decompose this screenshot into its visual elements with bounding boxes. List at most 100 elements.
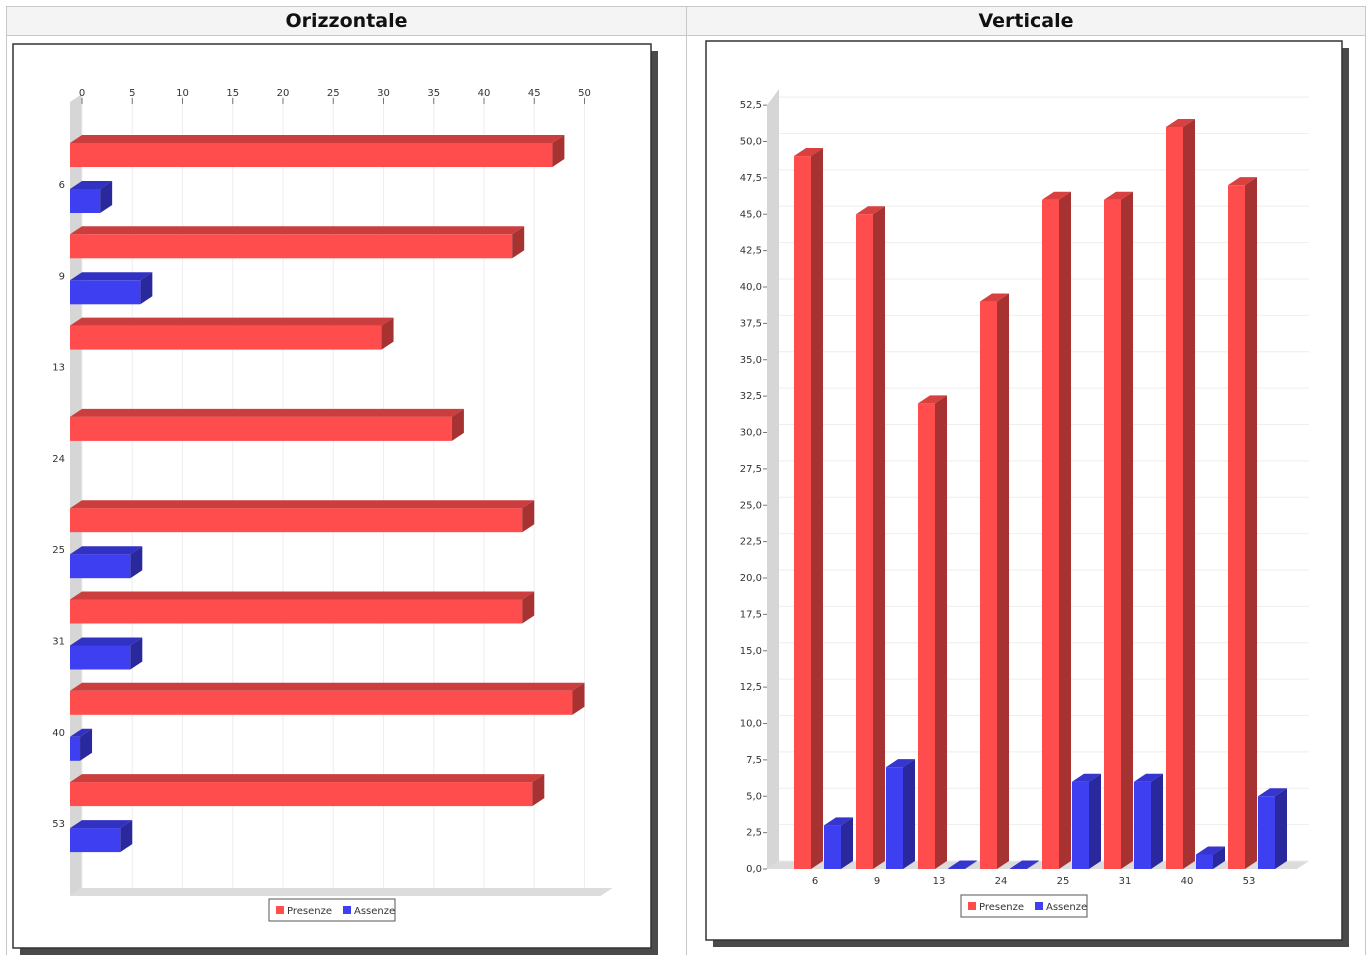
- y-tick-label: 30,0: [740, 428, 762, 439]
- assenze-bar-6: [824, 825, 841, 869]
- presenze-bar-9-side: [873, 206, 885, 869]
- presenze-bar-40-top: [70, 682, 585, 691]
- assenze-bar-9: [70, 280, 141, 305]
- legend-label-presenze: Presenze: [979, 902, 1024, 913]
- assenze-bar-53-top: [70, 820, 133, 829]
- assenze-bar-24-top: [1010, 860, 1039, 869]
- assenze-bar-9-side: [140, 272, 153, 305]
- x-tick-label: 10: [176, 88, 189, 99]
- y-tick-label: 45,0: [740, 209, 762, 220]
- presenze-bar-9-side: [512, 226, 525, 259]
- assenze-bar-53-side: [1275, 788, 1287, 869]
- axis-wall: [767, 89, 779, 869]
- presenze-bar-40: [70, 690, 573, 715]
- x-tick-label: 20: [277, 88, 290, 99]
- y-tick-label: 20,0: [740, 573, 762, 584]
- assenze-bar-6-side: [841, 817, 853, 869]
- assenze-bar-25: [70, 554, 131, 579]
- assenze-bar-31-top: [1134, 773, 1163, 782]
- presenze-bar-24-top: [70, 408, 464, 417]
- presenze-bar-31: [1104, 199, 1121, 869]
- y-tick-label: 37,5: [740, 318, 762, 329]
- vertical-bar-chart: 0,0 2,5 5,0 7,5 10,0 12,5 15,0 17,5 20,0 22,5 25,0…: [705, 40, 1349, 947]
- presenze-bar-53: [1228, 185, 1245, 869]
- category-label: 25: [1057, 876, 1070, 887]
- presenze-bar-40-top: [1166, 118, 1195, 127]
- y-tick-label: 52,5: [740, 100, 762, 111]
- cell-orizzontale: 0 5 10 15 20 25 30 35 40 45 50 6 9 13 24 25 31 40 53 Presen…: [6, 36, 687, 955]
- x-tick-label: 30: [377, 88, 390, 99]
- presenze-bar-6-side: [552, 135, 565, 167]
- assenze-bar-25-side: [130, 546, 143, 579]
- legend-label-assenze: Assenze: [354, 906, 395, 917]
- assenze-bar-9: [886, 767, 903, 869]
- assenze-bar-9-top: [70, 272, 153, 281]
- y-tick-label: 7,5: [746, 755, 762, 766]
- category-label: 13: [933, 876, 946, 887]
- presenze-bar-13-side: [381, 317, 394, 350]
- presenze-bar-6: [794, 156, 811, 870]
- presenze-bar-24-side: [997, 293, 1009, 869]
- legend-swatch-assenze: [1035, 902, 1043, 910]
- y-tick-label: 15,0: [740, 646, 762, 657]
- assenze-bar-6-top: [824, 817, 853, 826]
- y-tick-label: 50,0: [740, 137, 762, 148]
- axis-floor: [70, 888, 613, 896]
- header-orizzontale: Orizzontale: [6, 6, 687, 36]
- presenze-bar-31-side: [522, 591, 535, 624]
- horizontal-bar-chart: 0 5 10 15 20 25 30 35 40 45 50 6 9 13 24 25 31 40 53 Presen…: [12, 43, 658, 955]
- header-verticale-label: Verticale: [978, 10, 1074, 32]
- cell-verticale: 0,0 2,5 5,0 7,5 10,0 12,5 15,0 17,5 20,0 22,5 25,0…: [686, 36, 1366, 955]
- header-orizzontale-label: Orizzontale: [285, 10, 408, 32]
- category-label: 24: [995, 876, 1008, 887]
- legend-label-assenze: Assenze: [1046, 902, 1087, 913]
- assenze-bar-9-top: [886, 759, 915, 768]
- presenze-bar-31-top: [70, 591, 535, 600]
- x-tick-label: 35: [427, 88, 440, 99]
- assenze-bar-25-side: [1089, 773, 1101, 869]
- presenze-bar-25-top: [70, 500, 535, 509]
- presenze-bar-13-side: [935, 395, 947, 869]
- presenze-bar-9: [856, 214, 873, 869]
- assenze-bar-24-side: [1027, 860, 1039, 869]
- presenze-bar-25: [70, 508, 523, 533]
- y-tick-label: 0,0: [746, 864, 762, 875]
- presenze-bar-40-side: [572, 682, 585, 715]
- y-tick-label: 25,0: [740, 500, 762, 511]
- y-tick-label: 22,5: [740, 537, 762, 548]
- legend-box: [268, 898, 396, 922]
- assenze-bar-40: [1196, 854, 1213, 869]
- presenze-bar-25-side: [522, 500, 535, 533]
- presenze-bar-6-top: [794, 148, 823, 157]
- assenze-bar-40-side: [1213, 846, 1225, 869]
- presenze-bar-6: [70, 143, 553, 167]
- assenze-bar-40-side: [80, 728, 93, 761]
- presenze-bar-31-top: [1104, 191, 1133, 200]
- presenze-bar-53: [70, 782, 533, 807]
- x-tick-label: 50: [578, 88, 591, 99]
- y-tick-label: 12,5: [740, 682, 762, 693]
- assenze-bar-31-side: [130, 637, 143, 670]
- x-tick-label: 45: [528, 88, 541, 99]
- category-label: 24: [52, 454, 65, 465]
- category-label: 6: [812, 876, 818, 887]
- presenze-bar-25: [1042, 199, 1059, 869]
- presenze-bar-24: [980, 301, 997, 869]
- y-tick-label: 27,5: [740, 464, 762, 475]
- presenze-bar-13: [918, 403, 935, 869]
- presenze-bar-24: [70, 416, 452, 441]
- category-label: 40: [52, 728, 65, 739]
- presenze-bar-25-top: [1042, 191, 1071, 200]
- x-tick-label: 5: [129, 88, 135, 99]
- category-label: 13: [52, 363, 65, 374]
- assenze-bar-31: [70, 645, 131, 670]
- assenze-bar-31-side: [1151, 773, 1163, 869]
- presenze-bar-25-side: [1059, 191, 1071, 869]
- y-tick-label: 35,0: [740, 355, 762, 366]
- assenze-bar-25: [1072, 781, 1089, 869]
- presenze-bar-53-top: [70, 774, 545, 783]
- assenze-bar-13: [948, 868, 965, 869]
- assenze-bar-40: [70, 736, 81, 761]
- presenze-bar-31: [70, 599, 523, 624]
- y-tick-label: 32,5: [740, 391, 762, 402]
